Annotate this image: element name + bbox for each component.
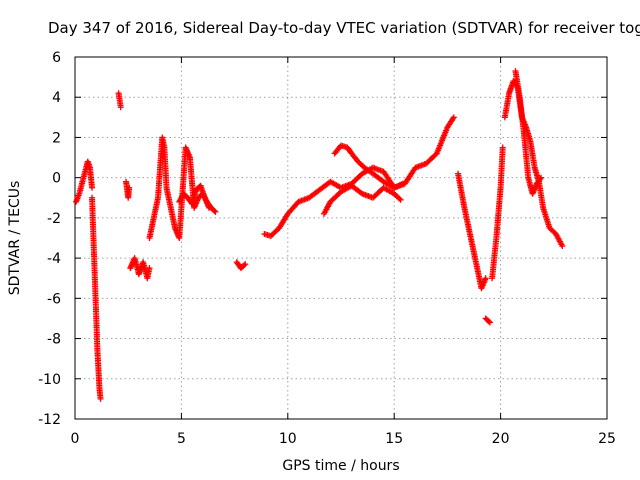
data-point-marker [559,243,566,250]
x-tick-label: 25 [598,431,616,447]
y-axis-label: SDTVAR / TECUs [7,181,23,296]
data-point-marker [396,195,403,202]
y-tick-label: -2 [47,211,61,227]
data-point-marker [146,265,153,272]
data-point-marker [485,318,492,325]
y-tick-label: 0 [52,171,61,187]
data-point-marker [206,204,213,211]
data-point-marker [538,174,545,181]
data-point-marker [537,175,544,182]
data-point-marker [450,114,457,121]
y-tick-label: -12 [38,412,61,428]
plot-frame [74,56,608,420]
data-point-marker [117,104,124,111]
data-point-marker [212,208,219,215]
x-tick-label: 5 [177,431,186,447]
data-point-marker [241,262,248,269]
x-axis-label: GPS time / hours [282,458,399,474]
y-tick-label: 6 [52,50,61,66]
x-tick-label: 0 [71,431,80,447]
data-point-marker [397,196,404,203]
y-tick-label: -4 [47,251,61,267]
y-tick-label: 2 [52,130,61,146]
y-tick-label: -10 [38,372,61,388]
chart-title: Day 347 of 2016, Sidereal Day-to-day VTE… [48,19,640,37]
data-point-marker [486,319,493,326]
y-tick-label: -6 [47,291,61,307]
data-point-marker [399,180,406,187]
grid-layer [75,57,607,419]
x-tick-label: 20 [492,431,510,447]
data-point-marker [242,261,249,268]
data-markers [73,68,566,402]
data-point-marker [482,275,489,282]
y-tick-label: -8 [47,332,61,348]
data-point-marker [126,184,133,191]
x-tick-label: 15 [385,431,403,447]
data-point-marker [211,207,218,214]
data-point-marker [89,184,96,191]
y-tick-label: 4 [52,90,61,106]
data-point-marker [499,144,506,151]
x-tick-label: 10 [279,431,297,447]
data-point-marker [97,395,104,402]
